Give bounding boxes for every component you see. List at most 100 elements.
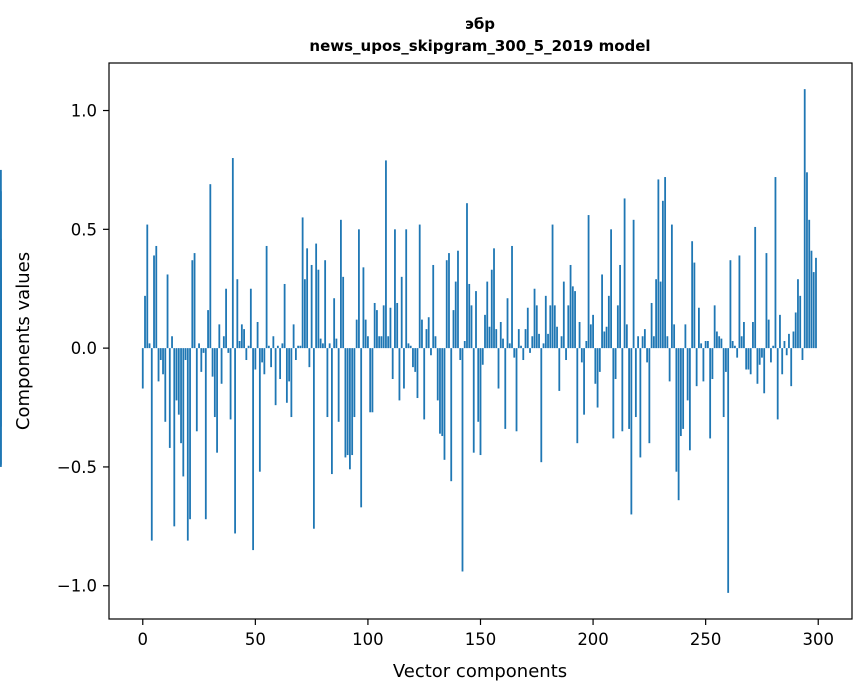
bar bbox=[747, 348, 750, 370]
bar bbox=[565, 348, 567, 361]
bar bbox=[704, 341, 707, 349]
bar bbox=[716, 331, 718, 349]
bar bbox=[718, 336, 721, 349]
bar bbox=[562, 281, 565, 349]
bar bbox=[466, 203, 468, 349]
x-tick-label: 150 bbox=[465, 630, 497, 649]
bar bbox=[303, 279, 306, 349]
bar bbox=[556, 326, 558, 349]
bar bbox=[549, 305, 552, 349]
bar bbox=[389, 307, 392, 349]
bar bbox=[182, 348, 185, 477]
bar bbox=[693, 262, 696, 349]
bar bbox=[711, 348, 714, 380]
x-axis-ticks: 0 50 100 150 200 250 300 bbox=[138, 619, 834, 649]
bar bbox=[234, 348, 236, 534]
bar bbox=[297, 345, 300, 349]
bar bbox=[432, 264, 435, 349]
bar bbox=[675, 348, 678, 472]
bar bbox=[247, 345, 250, 349]
bar bbox=[526, 307, 529, 349]
bar bbox=[285, 348, 288, 403]
bar bbox=[333, 298, 336, 349]
bar bbox=[743, 321, 745, 349]
bar bbox=[756, 348, 759, 384]
bar bbox=[641, 336, 644, 349]
bar bbox=[337, 348, 340, 422]
bar bbox=[162, 348, 164, 375]
bar bbox=[351, 348, 354, 456]
bar bbox=[319, 338, 322, 349]
bar bbox=[225, 288, 227, 349]
bar bbox=[738, 255, 741, 349]
bar bbox=[436, 348, 439, 401]
bar bbox=[619, 264, 621, 349]
bar bbox=[346, 348, 349, 456]
bar bbox=[502, 338, 504, 349]
y-tick-label: 1.0 bbox=[71, 102, 97, 121]
x-tick-label: 300 bbox=[802, 630, 834, 649]
bar bbox=[664, 177, 667, 349]
bar bbox=[544, 295, 547, 349]
bar bbox=[639, 348, 642, 458]
bar bbox=[576, 348, 579, 444]
bar bbox=[258, 348, 261, 472]
bar bbox=[648, 348, 651, 444]
bar bbox=[713, 305, 716, 349]
bar bbox=[472, 348, 475, 453]
bar bbox=[763, 348, 766, 394]
bar bbox=[220, 348, 223, 384]
bar bbox=[524, 329, 527, 349]
bar bbox=[376, 310, 378, 349]
bar bbox=[0, 191, 2, 349]
bar bbox=[468, 283, 471, 349]
bar bbox=[256, 321, 259, 349]
bar bbox=[421, 319, 423, 349]
bar bbox=[434, 336, 437, 349]
bar bbox=[815, 257, 817, 349]
bar bbox=[155, 245, 158, 349]
bar bbox=[652, 336, 655, 349]
bar bbox=[288, 348, 291, 382]
bar bbox=[679, 348, 682, 437]
bar bbox=[439, 348, 441, 434]
bar bbox=[788, 333, 790, 349]
bar bbox=[605, 326, 608, 349]
bar bbox=[141, 348, 144, 389]
bar bbox=[459, 348, 462, 361]
bar bbox=[204, 348, 207, 520]
bar bbox=[306, 248, 309, 349]
bar bbox=[195, 348, 198, 432]
bar bbox=[490, 269, 493, 349]
bar bbox=[767, 319, 770, 349]
bar bbox=[315, 243, 318, 349]
bar bbox=[533, 288, 536, 349]
bar bbox=[254, 348, 257, 370]
bar bbox=[493, 248, 495, 349]
bar bbox=[418, 224, 421, 349]
bar bbox=[513, 348, 516, 358]
bar bbox=[700, 343, 703, 349]
bar bbox=[378, 336, 381, 349]
chart-subtitle: news_upos_skipgram_300_5_2019 model bbox=[309, 37, 650, 55]
bar bbox=[682, 348, 685, 429]
bar bbox=[321, 343, 324, 349]
bar bbox=[236, 279, 239, 349]
bar bbox=[808, 219, 811, 349]
bar bbox=[729, 260, 732, 349]
bar bbox=[317, 269, 320, 349]
bar bbox=[799, 295, 802, 349]
bar bbox=[144, 295, 146, 349]
bar bbox=[790, 348, 793, 387]
bar bbox=[752, 321, 754, 349]
bar bbox=[425, 329, 428, 349]
bar bbox=[0, 348, 2, 391]
bar bbox=[607, 295, 610, 349]
bar bbox=[758, 348, 761, 365]
bar bbox=[371, 348, 374, 413]
y-tick-label: 0.5 bbox=[71, 220, 97, 239]
chart-title: эбр bbox=[465, 15, 495, 33]
bar bbox=[481, 348, 484, 365]
y-axis-ticks: −1.0 −0.5 0.0 0.5 1.0 bbox=[57, 102, 109, 596]
